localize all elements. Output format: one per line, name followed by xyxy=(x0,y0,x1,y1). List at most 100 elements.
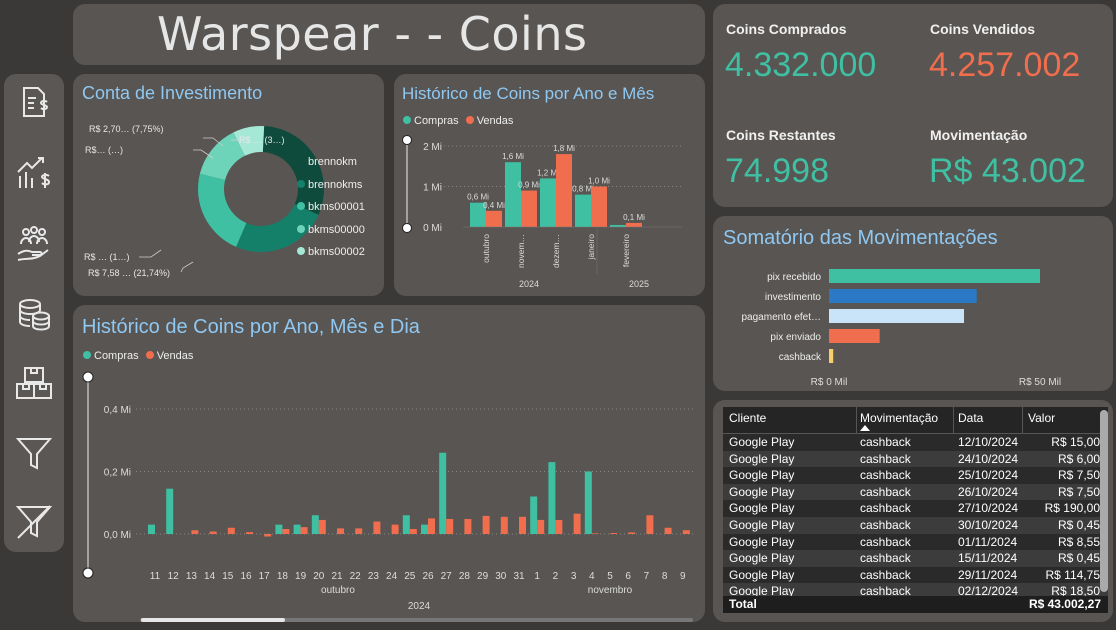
legend-item[interactable]: bkms00002 xyxy=(297,241,365,264)
compras-bar[interactable] xyxy=(470,202,486,227)
vendas-bar[interactable] xyxy=(591,533,599,534)
vendas-bar[interactable] xyxy=(646,515,654,534)
vendas-bar[interactable] xyxy=(391,524,399,534)
compras-bar[interactable] xyxy=(530,496,538,535)
vendas-bar[interactable] xyxy=(264,534,272,537)
compras-bar[interactable] xyxy=(505,162,521,227)
table-row[interactable]: Google Play cashback 27/10/2024 R$ 190,00 xyxy=(723,500,1108,517)
vendas-bar[interactable] xyxy=(191,530,199,534)
filter-icon[interactable] xyxy=(14,434,54,474)
compras-bar[interactable] xyxy=(540,178,556,227)
legend-item[interactable]: brennokms xyxy=(297,174,365,197)
compras-bar[interactable] xyxy=(548,462,556,534)
vendas-bar[interactable] xyxy=(519,516,526,534)
day-label: 1 xyxy=(534,571,540,582)
clear-filter-icon[interactable] xyxy=(14,502,54,542)
legend-item[interactable]: bkms00000 xyxy=(297,219,365,242)
hbar-0[interactable] xyxy=(829,269,1040,283)
month-label: dezem… xyxy=(551,234,561,268)
table-row[interactable]: Google Play cashback 30/10/2024 R$ 0,45 xyxy=(723,517,1108,534)
compras-bar[interactable] xyxy=(584,471,592,535)
vendas-bar[interactable] xyxy=(446,519,454,534)
compras-bar[interactable] xyxy=(610,224,626,227)
vendas-bar[interactable] xyxy=(300,527,308,534)
header-movimentacao[interactable]: Movimentação xyxy=(860,411,939,425)
vendas-bar[interactable] xyxy=(682,530,690,534)
invoice-dollar-icon[interactable] xyxy=(14,84,54,124)
vendas-bar[interactable] xyxy=(355,528,363,534)
header-cliente[interactable]: Cliente xyxy=(729,411,767,425)
vendas-bar[interactable] xyxy=(573,513,581,534)
vendas-bar[interactable] xyxy=(464,519,472,534)
cell-valor: R$ 6,00 xyxy=(1057,451,1100,466)
hbar-1[interactable] xyxy=(829,289,977,303)
coins-stack-icon[interactable] xyxy=(14,294,54,334)
legend-vendas[interactable]: Vendas xyxy=(156,350,194,362)
vendas-bar[interactable] xyxy=(556,154,572,227)
vendas-bar[interactable] xyxy=(428,518,435,534)
donut-slice-2[interactable] xyxy=(236,204,319,253)
vendas-bar[interactable] xyxy=(282,529,290,534)
legend-item[interactable]: bkms00001 xyxy=(297,196,365,219)
donut-slice-5[interactable] xyxy=(233,126,265,156)
legend-item[interactable]: brennokm xyxy=(297,151,365,174)
header-data[interactable]: Data xyxy=(958,411,984,425)
legend-vendas[interactable]: Vendas xyxy=(476,115,514,127)
compras-bar[interactable] xyxy=(311,515,319,534)
table-row[interactable]: Google Play cashback 29/11/2024 R$ 114,75 xyxy=(723,566,1108,584)
table-row[interactable]: Google Play cashback 02/12/2024 R$ 18,50 xyxy=(723,583,1108,600)
hbar-3[interactable] xyxy=(829,329,880,343)
compras-bar[interactable] xyxy=(421,524,428,534)
table-row[interactable]: Google Play cashback 15/11/2024 R$ 0,45 xyxy=(723,550,1108,567)
team-money-icon[interactable] xyxy=(14,224,54,264)
vertical-scrollbar[interactable] xyxy=(1100,410,1108,592)
vendas-bar[interactable] xyxy=(227,527,235,534)
table-row[interactable]: Google Play cashback 24/10/2024 R$ 6,00 xyxy=(723,450,1108,468)
vendas-bar[interactable] xyxy=(626,222,642,227)
table-row[interactable]: Google Play cashback 01/11/2024 R$ 8,55 xyxy=(723,533,1108,551)
daily-chart[interactable]: 0,4 Mi0,2 Mi0,0 Mi 11 12 13 14 15 16 17 18 19 20 2… xyxy=(73,305,705,622)
donut-slice-3[interactable] xyxy=(198,173,247,247)
header-valor[interactable]: Valor xyxy=(1028,411,1056,425)
vendas-bar[interactable] xyxy=(628,532,636,534)
monthly-chart[interactable]: 2 Mi 1 Mi 0 Mi 0,6 Mi0,4 Mi outubro 1,6 Mi 0,… xyxy=(394,74,705,296)
compras-bar[interactable] xyxy=(148,524,155,534)
cell-valor: R$ 190,00 xyxy=(1044,501,1100,516)
hbar-2[interactable] xyxy=(829,309,965,323)
compras-bar[interactable] xyxy=(166,488,174,534)
boxes-icon[interactable] xyxy=(14,364,54,404)
compras-bar[interactable] xyxy=(439,452,447,534)
donut-label-1: R$ 2,70… (7,75%) xyxy=(89,124,164,134)
chart-growth-dollar-icon[interactable] xyxy=(14,154,54,194)
legend-compras[interactable]: Compras xyxy=(414,115,459,127)
vendas-bar[interactable] xyxy=(500,516,508,534)
compras-bar[interactable] xyxy=(575,194,591,227)
vendas-bar[interactable] xyxy=(591,186,607,228)
compras-bar[interactable] xyxy=(275,524,283,534)
vendas-bar[interactable] xyxy=(337,528,344,534)
vendas-bar[interactable] xyxy=(521,190,537,227)
compras-bar[interactable] xyxy=(402,515,410,534)
vendas-bar[interactable] xyxy=(664,527,672,534)
vendas-bar[interactable] xyxy=(373,521,381,535)
vendas-bar[interactable] xyxy=(482,515,490,534)
horizontal-scrollbar-thumb[interactable] xyxy=(141,618,285,622)
donut-chart[interactable]: R$ 2,70… (7,75%) R$… (…) R$ … (3…) R$ … … xyxy=(73,74,384,296)
vendas-bar[interactable] xyxy=(555,519,563,534)
vendas-bar[interactable] xyxy=(209,531,217,535)
somatorio-chart[interactable]: pix recebido investimento pagamento efet… p… xyxy=(713,216,1113,391)
vendas-bar[interactable] xyxy=(409,529,417,534)
hbar-4[interactable] xyxy=(829,349,834,363)
donut-slice-4[interactable] xyxy=(199,132,245,181)
donut-slice-1[interactable] xyxy=(262,126,324,215)
table-row[interactable]: Google Play cashback 12/10/2024 R$ 15,00 xyxy=(723,434,1108,451)
vendas-bar[interactable] xyxy=(537,519,545,534)
table-row[interactable]: Google Play cashback 26/10/2024 R$ 7,50 xyxy=(723,483,1108,501)
vendas-bar[interactable] xyxy=(246,532,253,534)
vendas-bar[interactable] xyxy=(318,519,326,534)
table-row[interactable]: Google Play cashback 25/10/2024 R$ 7,50 xyxy=(723,467,1108,484)
legend-compras[interactable]: Compras xyxy=(94,350,139,362)
vendas-bar[interactable] xyxy=(610,533,617,534)
compras-bar[interactable] xyxy=(293,524,301,534)
vendas-bar[interactable] xyxy=(486,210,502,227)
